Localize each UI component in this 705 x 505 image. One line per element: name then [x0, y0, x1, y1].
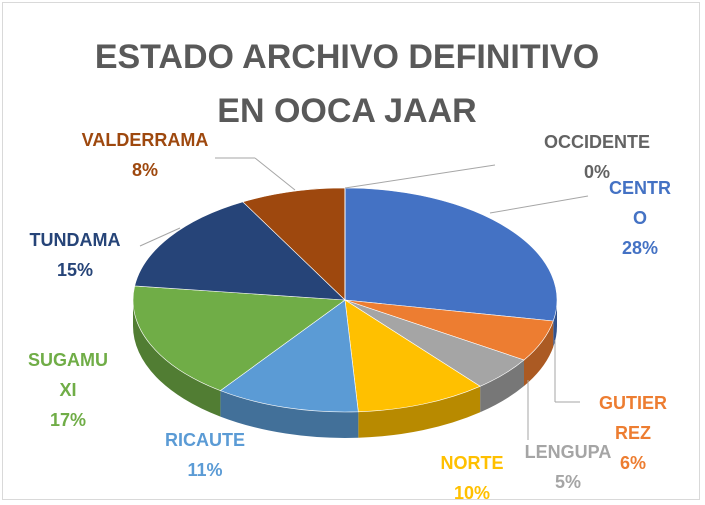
category-label: SUGAMUXI	[28, 350, 108, 400]
data-label: OCCIDENTE 0%	[544, 127, 650, 187]
value-label: 8%	[131, 160, 159, 180]
slice	[344, 299, 481, 413]
data-label: VALDERRAMA 8%	[82, 125, 209, 185]
leader-lines	[139, 157, 589, 440]
value-label: 10%	[453, 483, 491, 503]
category-label: TUNDAMA	[29, 230, 121, 250]
value-label: 0%	[583, 162, 611, 182]
value-label: 11%	[187, 460, 223, 480]
data-label: TUNDAMA 15%	[30, 225, 121, 285]
slice	[219, 299, 359, 413]
data-label: CENTRO 28%	[608, 173, 673, 263]
category-label: NORTE	[440, 453, 504, 473]
chart-title: ESTADO ARCHIVO DEFINITIVO EN OOCA JAAR	[94, 38, 600, 130]
value-label: 28%	[621, 238, 659, 258]
slice-side	[220, 390, 359, 438]
value-label: 5%	[554, 472, 582, 492]
slice-side	[133, 300, 221, 417]
data-label: RICAUTE 11%	[165, 425, 245, 485]
slice	[242, 187, 346, 301]
category-label: RICAUTE	[165, 430, 245, 450]
value-label: 15%	[56, 260, 94, 280]
slice-side	[358, 386, 481, 438]
data-label: SUGAMUXI 17%	[26, 345, 111, 435]
slice-side	[480, 360, 524, 413]
category-label: CENTRO	[609, 178, 671, 228]
value-label: 6%	[619, 453, 646, 473]
slice	[132, 285, 346, 391]
slice	[344, 187, 558, 322]
data-label: LENGUPA 5%	[525, 437, 612, 497]
category-label: OCCIDENTE	[543, 132, 651, 152]
value-label: 17%	[49, 410, 87, 430]
slice	[134, 201, 346, 301]
category-label: LENGUPA	[524, 442, 612, 462]
category-label: VALDERRAMA	[81, 130, 209, 150]
data-label: NORTE 10%	[441, 448, 504, 505]
chart-frame	[2, 2, 700, 500]
slice-side	[523, 320, 554, 387]
data-label: GUTIERREZ 6%	[597, 388, 669, 478]
category-label: GUTIERREZ	[598, 393, 667, 443]
